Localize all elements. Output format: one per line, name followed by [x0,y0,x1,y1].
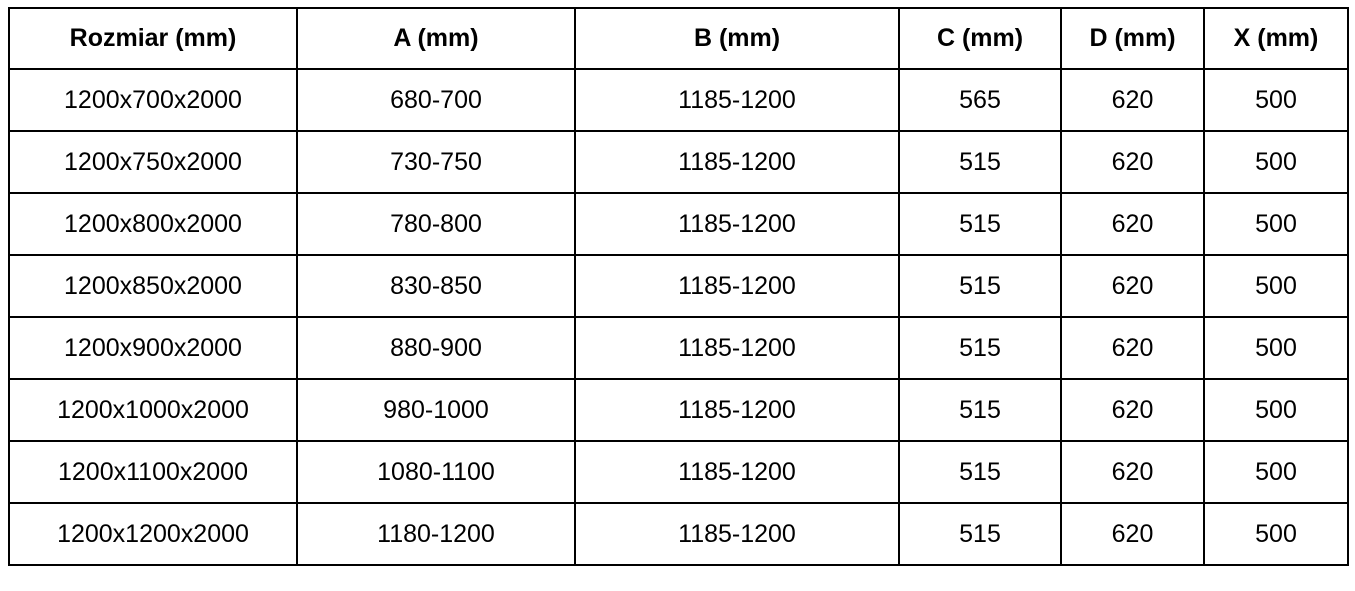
cell-rozmiar: 1200x900x2000 [8,316,298,380]
cell-a: 880-900 [296,316,576,380]
cell-rozmiar: 1200x750x2000 [8,130,298,194]
cell-x: 500 [1203,192,1349,256]
table-row: 1200x1100x2000 1080-1100 1185-1200 515 620 50… [8,440,1349,504]
header-d: D (mm) [1060,7,1205,70]
cell-rozmiar: 1200x700x2000 [8,68,298,132]
cell-b: 1185-1200 [574,68,900,132]
table-row: 1200x900x2000 880-900 1185-1200 515 620 500 [8,316,1349,380]
cell-c: 515 [898,378,1062,442]
cell-a: 830-850 [296,254,576,318]
header-row: Rozmiar (mm) A (mm) B (mm) C (mm) D (mm)… [8,7,1349,70]
cell-a: 980-1000 [296,378,576,442]
cell-x: 500 [1203,254,1349,318]
table-row: 1200x800x2000 780-800 1185-1200 515 620 500 [8,192,1349,256]
cell-b: 1185-1200 [574,440,900,504]
table-row: 1200x750x2000 730-750 1185-1200 515 620 500 [8,130,1349,194]
cell-d: 620 [1060,378,1205,442]
cell-x: 500 [1203,502,1349,566]
cell-c: 515 [898,192,1062,256]
cell-rozmiar: 1200x800x2000 [8,192,298,256]
header-a: A (mm) [296,7,576,70]
header-rozmiar: Rozmiar (mm) [8,7,298,70]
cell-b: 1185-1200 [574,378,900,442]
dimensions-table: Rozmiar (mm) A (mm) B (mm) C (mm) D (mm)… [8,7,1349,566]
table-row: 1200x1200x2000 1180-1200 1185-1200 515 620 50… [8,502,1349,566]
cell-a: 730-750 [296,130,576,194]
cell-d: 620 [1060,192,1205,256]
table-row: 1200x700x2000 680-700 1185-1200 565 620 500 [8,68,1349,132]
cell-b: 1185-1200 [574,502,900,566]
cell-rozmiar: 1200x1200x2000 [8,502,298,566]
cell-a: 1180-1200 [296,502,576,566]
cell-rozmiar: 1200x1100x2000 [8,440,298,504]
cell-c: 515 [898,440,1062,504]
table-row: 1200x850x2000 830-850 1185-1200 515 620 500 [8,254,1349,318]
cell-x: 500 [1203,378,1349,442]
cell-a: 780-800 [296,192,576,256]
cell-b: 1185-1200 [574,316,900,380]
cell-d: 620 [1060,316,1205,380]
cell-x: 500 [1203,316,1349,380]
cell-x: 500 [1203,130,1349,194]
cell-d: 620 [1060,68,1205,132]
cell-a: 680-700 [296,68,576,132]
cell-x: 500 [1203,68,1349,132]
cell-b: 1185-1200 [574,130,900,194]
cell-b: 1185-1200 [574,192,900,256]
cell-c: 515 [898,130,1062,194]
cell-d: 620 [1060,502,1205,566]
cell-c: 515 [898,254,1062,318]
cell-d: 620 [1060,254,1205,318]
cell-d: 620 [1060,440,1205,504]
header-x: X (mm) [1203,7,1349,70]
table-row: 1200x1000x2000 980-1000 1185-1200 515 620 500 [8,378,1349,442]
cell-c: 565 [898,68,1062,132]
cell-rozmiar: 1200x850x2000 [8,254,298,318]
cell-rozmiar: 1200x1000x2000 [8,378,298,442]
cell-c: 515 [898,316,1062,380]
cell-a: 1080-1100 [296,440,576,504]
cell-x: 500 [1203,440,1349,504]
header-b: B (mm) [574,7,900,70]
header-c: C (mm) [898,7,1062,70]
cell-c: 515 [898,502,1062,566]
cell-d: 620 [1060,130,1205,194]
cell-b: 1185-1200 [574,254,900,318]
